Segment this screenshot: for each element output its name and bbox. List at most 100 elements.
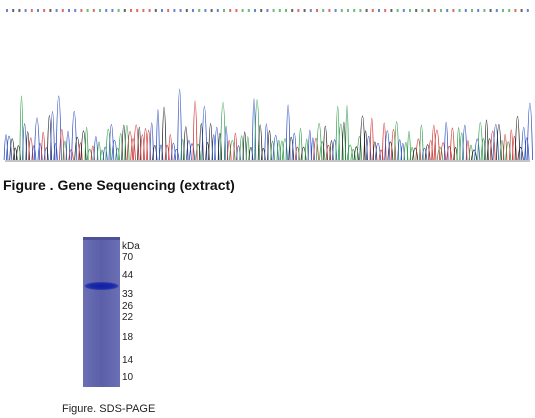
base-call-mark bbox=[99, 9, 101, 12]
base-call-mark bbox=[495, 9, 498, 12]
trace-peak bbox=[477, 122, 484, 161]
trace-peak bbox=[130, 138, 136, 161]
trace-peak bbox=[419, 124, 424, 161]
base-call-mark bbox=[278, 9, 281, 12]
base-call-mark bbox=[266, 9, 269, 12]
trace-peak bbox=[126, 131, 134, 161]
trace-peak bbox=[279, 140, 285, 161]
base-call-mark bbox=[216, 9, 219, 12]
trace-peak bbox=[449, 127, 455, 161]
base-call-mark bbox=[86, 9, 89, 12]
trace-peak bbox=[350, 148, 356, 161]
marker-label-44: 44 bbox=[122, 270, 134, 281]
base-call-mark bbox=[297, 9, 300, 12]
trace-peak bbox=[526, 102, 533, 161]
base-call-mark bbox=[477, 9, 480, 12]
base-call-mark bbox=[396, 9, 399, 12]
base-call-mark bbox=[353, 9, 356, 12]
marker-label-18: 18 bbox=[122, 332, 134, 343]
trace-peak bbox=[245, 136, 250, 161]
trace-peak bbox=[53, 143, 58, 161]
gel-lane bbox=[83, 237, 120, 387]
trace-peak bbox=[108, 124, 115, 161]
trace-peak bbox=[459, 132, 465, 161]
trace-peak bbox=[124, 124, 130, 161]
trace-peak bbox=[272, 135, 279, 161]
base-call-mark bbox=[92, 9, 95, 12]
trace-peak bbox=[521, 126, 527, 161]
trace-peak bbox=[226, 140, 232, 161]
base-call-mark bbox=[471, 9, 473, 12]
trace-peak bbox=[489, 130, 496, 161]
sds-page-gel bbox=[83, 237, 120, 387]
base-call-mark bbox=[483, 9, 486, 12]
base-call-mark bbox=[328, 9, 331, 12]
trace-peak bbox=[372, 141, 378, 161]
kda-unit-label: kDa bbox=[122, 241, 140, 252]
base-call-mark bbox=[402, 9, 405, 12]
trace-peak bbox=[111, 139, 118, 161]
base-call-mark bbox=[18, 9, 21, 12]
base-call-mark bbox=[247, 9, 250, 12]
sds-page-caption: Figure. SDS-PAGE bbox=[62, 403, 156, 415]
trace-peak bbox=[105, 128, 112, 161]
base-call-mark bbox=[508, 9, 511, 12]
base-call-mark bbox=[204, 9, 207, 12]
trace-peak bbox=[431, 124, 437, 161]
base-call-mark bbox=[198, 9, 201, 12]
trace-peak bbox=[177, 88, 183, 161]
trace-peak bbox=[74, 136, 81, 161]
base-call-mark bbox=[464, 9, 467, 12]
trace-peak bbox=[19, 95, 24, 161]
trace-peak bbox=[33, 117, 41, 161]
base-call-mark bbox=[24, 9, 27, 12]
base-call-mark bbox=[409, 9, 411, 12]
trace-peak bbox=[198, 123, 204, 161]
trace-peak bbox=[421, 147, 428, 161]
trace-peak bbox=[298, 128, 303, 161]
trace-peak bbox=[43, 147, 49, 161]
trace-peak bbox=[369, 118, 374, 161]
trace-peak bbox=[387, 141, 394, 161]
trace-peak bbox=[424, 144, 431, 161]
base-call-mark bbox=[340, 9, 343, 12]
base-call-mark bbox=[390, 9, 393, 12]
trace-peak bbox=[304, 138, 309, 161]
trace-peak bbox=[192, 100, 198, 161]
trace-peak bbox=[307, 130, 312, 161]
base-call-mark bbox=[49, 9, 52, 12]
trace-peak bbox=[390, 129, 397, 161]
base-call-mark bbox=[458, 9, 461, 12]
trace-peak bbox=[406, 131, 412, 161]
base-call-mark bbox=[334, 9, 337, 12]
sequencing-chromatogram bbox=[0, 0, 535, 165]
base-call-mark bbox=[359, 9, 362, 12]
trace-peak bbox=[115, 147, 120, 161]
trace-peak bbox=[229, 139, 236, 161]
trace-peak bbox=[257, 124, 263, 161]
trace-peak bbox=[217, 133, 222, 161]
trace-peak bbox=[170, 142, 176, 161]
base-call-mark bbox=[291, 9, 294, 12]
base-call-mark bbox=[148, 9, 151, 12]
base-call-mark bbox=[502, 9, 504, 12]
trace-peak bbox=[288, 136, 295, 161]
trace-peak bbox=[149, 122, 154, 161]
base-call-mark bbox=[235, 9, 238, 12]
trace-peak bbox=[346, 144, 354, 161]
trace-peak bbox=[480, 138, 487, 161]
base-call-mark bbox=[421, 9, 424, 12]
base-call-mark bbox=[192, 9, 194, 12]
base-call-mark bbox=[365, 9, 368, 12]
base-call-mark bbox=[30, 9, 33, 12]
base-call-mark bbox=[520, 9, 523, 12]
trace-peak bbox=[139, 134, 145, 161]
trace-peak bbox=[332, 139, 338, 161]
trace-peak bbox=[319, 141, 326, 161]
trace-peak bbox=[224, 125, 229, 161]
trace-peak bbox=[374, 142, 382, 161]
trace-peak bbox=[282, 138, 288, 161]
base-call-mark bbox=[154, 9, 157, 12]
base-call-mark bbox=[123, 9, 126, 12]
base-call-mark bbox=[433, 9, 436, 12]
